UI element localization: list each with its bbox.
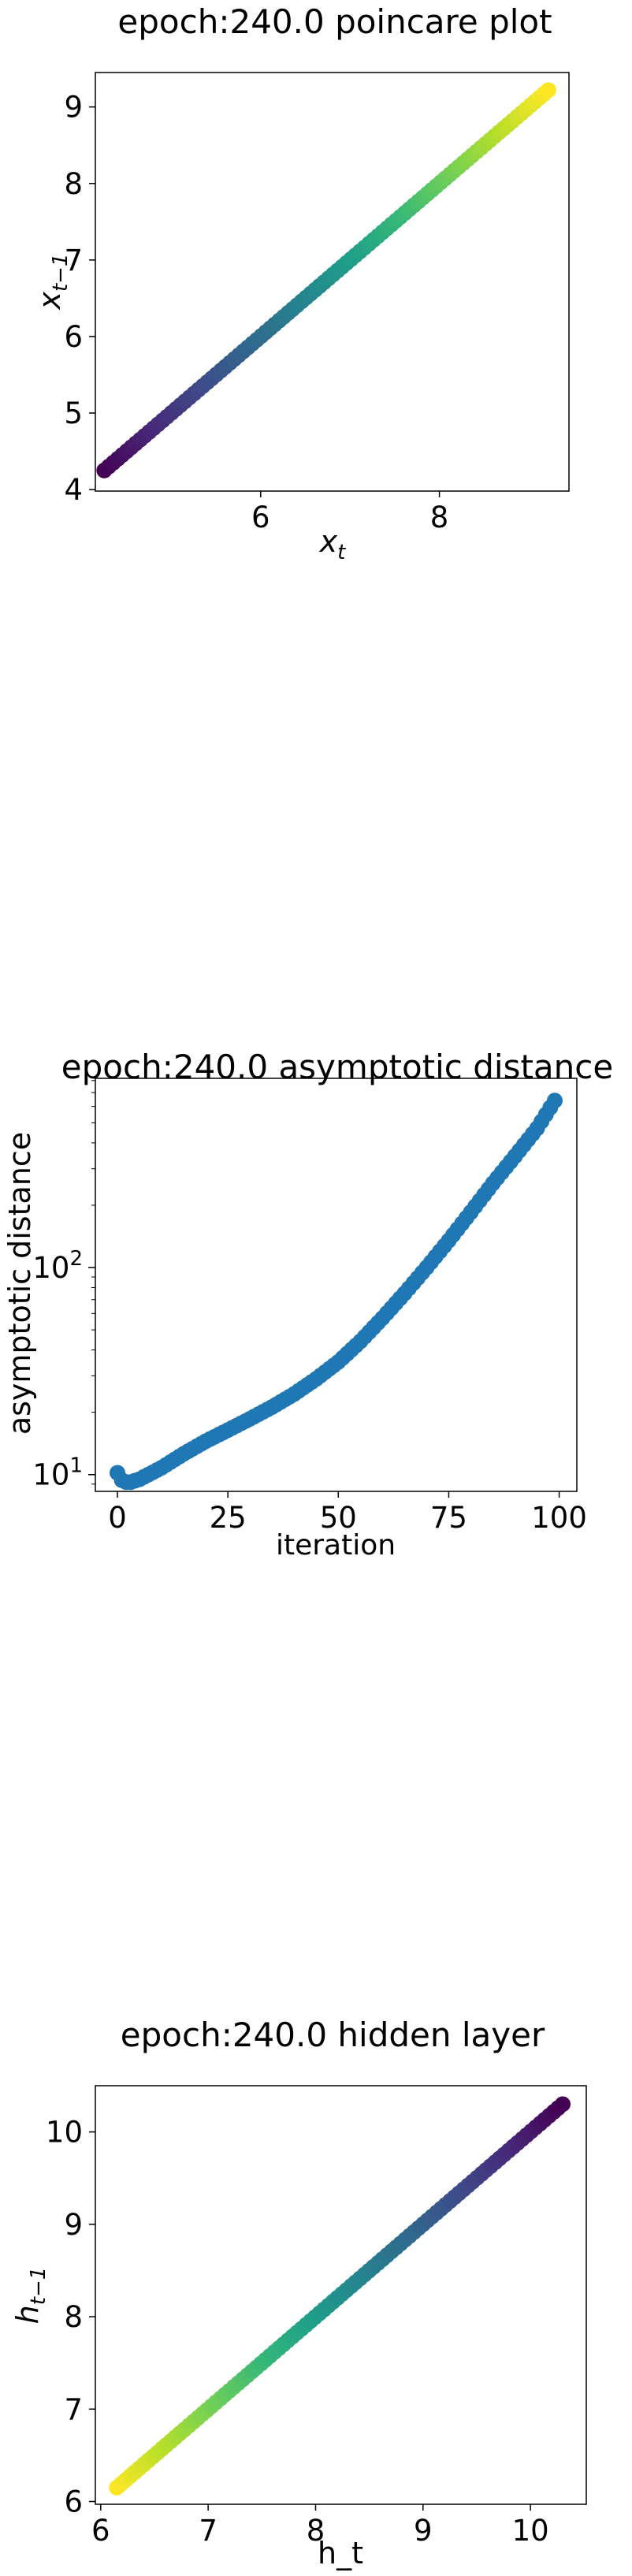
poincare-plot-title: epoch:240.0 poincare plot: [117, 2, 552, 41]
x-tick-label: 75: [430, 1501, 467, 1535]
y-tick-label: 6: [64, 320, 83, 354]
x-tick-label: 8: [430, 501, 449, 534]
y-tick-label: 8: [64, 2300, 83, 2334]
x-tick-label: 100: [531, 1501, 587, 1535]
y-tick-label: 102: [32, 1247, 83, 1285]
y-tick-label: 9: [64, 91, 83, 125]
hidden-layer-points: [109, 2096, 571, 2496]
poincare-plot-axes-frame: [95, 72, 570, 492]
y-tick-label: 8: [64, 167, 83, 201]
x-tick-label: 6: [251, 501, 270, 534]
asymptotic-distance-x-ticks: 0 25 50 75 100: [108, 1491, 587, 1535]
hidden-layer-x-ticks: 6 7 8 9 10: [91, 2504, 549, 2548]
hidden-layer-point: [555, 2096, 571, 2113]
y-tick-label: 101: [32, 1454, 83, 1492]
hidden-layer-title: epoch:240.0 hidden layer: [121, 2016, 545, 2054]
y-tick-label: 5: [64, 396, 83, 430]
x-tick-label: 0: [108, 1501, 127, 1535]
x-tick-label: 25: [210, 1501, 247, 1535]
x-tick-label: 7: [199, 2514, 217, 2548]
x-tick-label: 6: [91, 2514, 110, 2548]
poincare-plot-y-ticks: 4 5 6 7 8 9: [64, 91, 95, 507]
hidden-layer-x-label: h_t: [318, 2536, 363, 2570]
asymptotic-distance-x-label: iteration: [276, 1529, 396, 1562]
y-tick-label: 9: [64, 2208, 83, 2242]
hidden-layer-y-ticks: 6 7 8 9 10: [46, 2116, 95, 2518]
asymptotic-distance-axes-frame: [95, 1078, 578, 1492]
y-tick-label: 4: [64, 473, 83, 507]
poincare-plot-y-label: xt−1: [32, 253, 72, 310]
hidden-layer-chart: epoch:240.0 hidden layer 6 7 8 9 10 6 7 8 9 10 h…: [10, 2016, 587, 2570]
y-tick-label: 10: [46, 2116, 83, 2150]
asymptotic-distance-title: epoch:240.0 asymptotic distance: [61, 1048, 613, 1086]
asymptotic-distance-y-ticks: 101 102: [32, 1080, 95, 1492]
y-tick-label: 7: [64, 2392, 83, 2426]
x-tick-label: 50: [320, 1501, 357, 1535]
y-tick-label: 6: [64, 2485, 83, 2518]
asymptotic-distance-chart: epoch:240.0 asymptotic distance 0 25 50 75 1…: [2, 1048, 613, 1562]
hidden-layer-y-label: ht−1: [10, 2267, 50, 2325]
x-tick-label: 10: [512, 2514, 549, 2548]
x-tick-label: 8: [307, 2514, 325, 2548]
poincare-point: [540, 82, 556, 99]
asymptotic-distance-y-label: asymptotic distance: [2, 1132, 37, 1435]
x-tick-label: 9: [414, 2514, 433, 2548]
y-tick-label: 7: [64, 244, 83, 277]
hidden-layer-axes-frame: [95, 2085, 587, 2505]
poincare-plot-x-label: xt: [319, 524, 347, 564]
distance-point: [546, 1093, 563, 1109]
asymptotic-distance-points: [110, 1093, 563, 1491]
poincare-plot-points: [96, 82, 556, 478]
